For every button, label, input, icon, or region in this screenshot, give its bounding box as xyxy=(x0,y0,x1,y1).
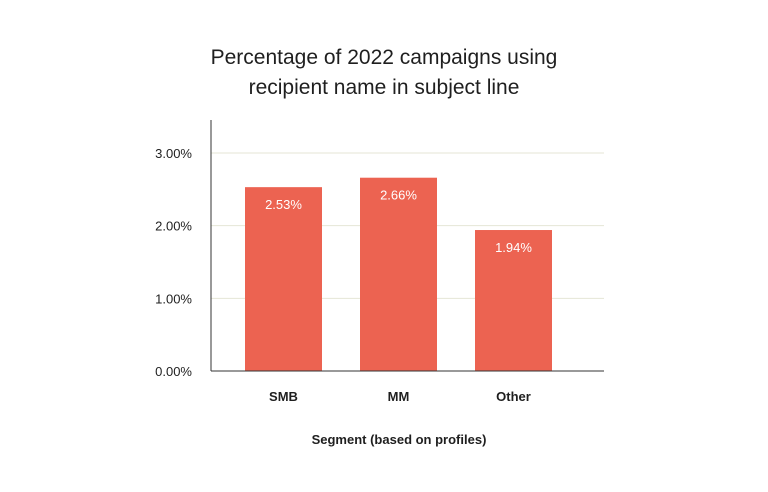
bar-mm xyxy=(360,177,437,371)
y-tick-label-1: 1.00% xyxy=(155,291,192,306)
x-tick-label-smb: SMB xyxy=(269,389,298,404)
bar-smb xyxy=(245,187,322,371)
data-label-smb: 2.53% xyxy=(265,197,302,212)
bar-other xyxy=(475,230,552,371)
data-label-other: 1.94% xyxy=(495,240,532,255)
chart-title-line-2: recipient name in subject line xyxy=(248,76,520,99)
y-tick-label-2: 2.00% xyxy=(155,219,192,234)
data-label-mm: 2.66% xyxy=(380,188,417,203)
x-tick-label-other: Other xyxy=(496,389,531,404)
y-tick-label-0: 0.00% xyxy=(155,364,192,379)
x-axis-title: Segment (based on profiles) xyxy=(312,432,487,447)
chart-title: Percentage of 2022 campaigns using recip… xyxy=(0,43,768,103)
chart-title-line-1: Percentage of 2022 campaigns using xyxy=(210,46,558,69)
x-tick-label-mm: MM xyxy=(388,389,410,404)
y-tick-label-3: 3.00% xyxy=(155,146,192,161)
